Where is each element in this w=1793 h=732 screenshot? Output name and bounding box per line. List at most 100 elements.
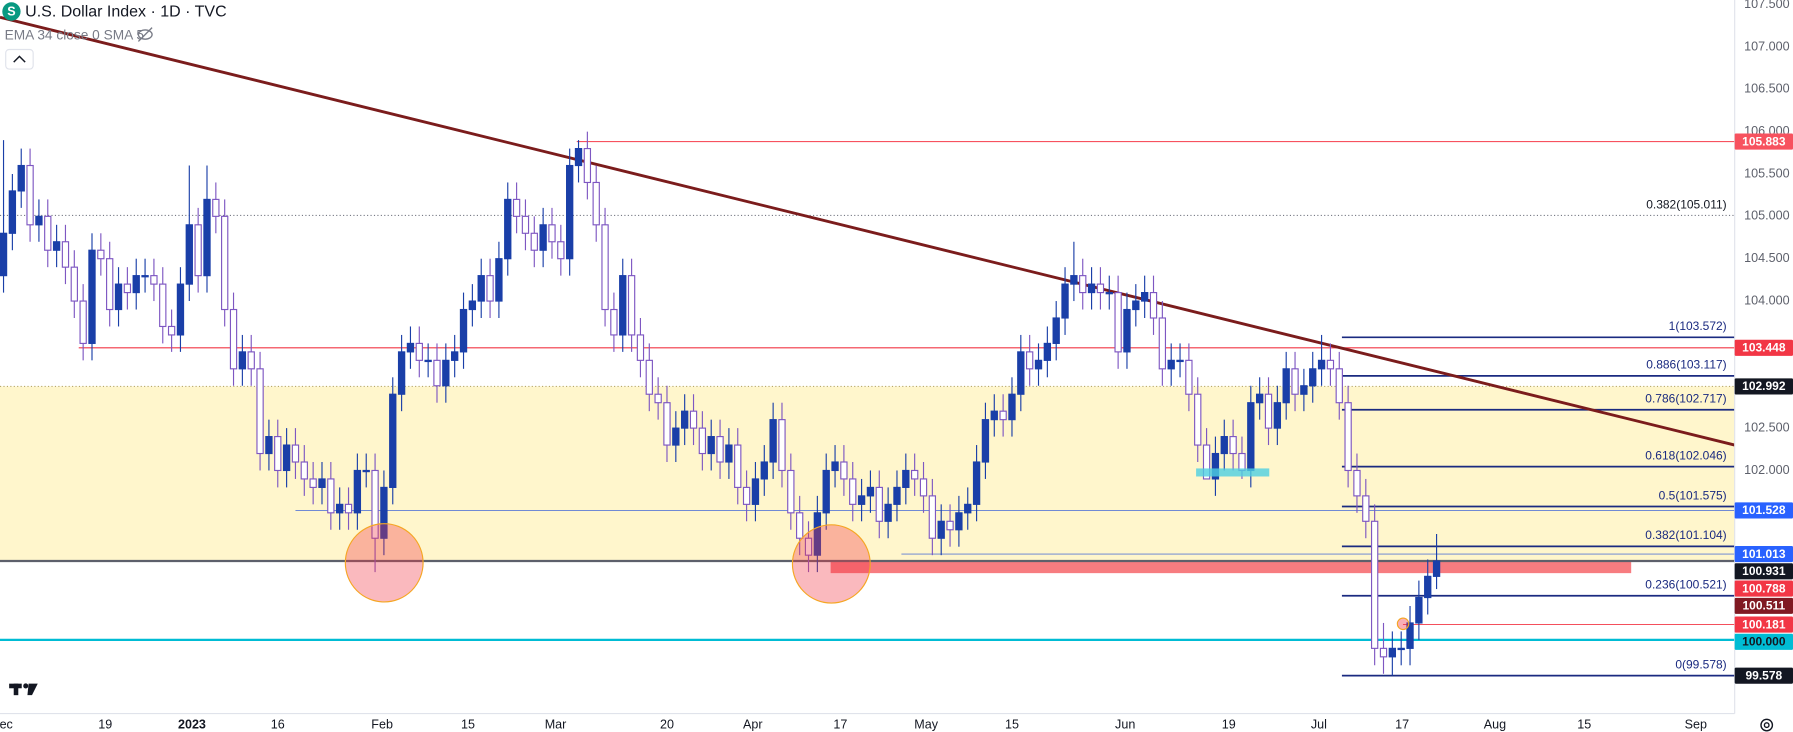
price-label-box: [1734, 563, 1793, 580]
price-label: 101.013: [1742, 547, 1786, 561]
price-label-box: [1734, 502, 1793, 519]
candle-body: [698, 427, 707, 455]
candle-body: [831, 461, 839, 472]
x-tick-label: 15: [461, 717, 475, 731]
candle-body: [1070, 275, 1078, 285]
candle-body: [97, 249, 105, 260]
candle-body: [1238, 452, 1246, 472]
candle-body: [1185, 359, 1193, 395]
price-label-box: [1734, 339, 1793, 356]
candle-body: [972, 461, 981, 505]
candle-body: [1017, 351, 1025, 395]
candle-body: [1282, 368, 1290, 404]
candle-body: [964, 503, 972, 514]
candle-body: [380, 486, 388, 539]
candle-body: [1317, 359, 1326, 370]
candle-body: [1079, 275, 1087, 294]
hide-icon[interactable]: [137, 27, 153, 42]
collapse-button[interactable]: [5, 48, 34, 70]
candle-body: [1052, 317, 1060, 344]
candle-body: [114, 283, 123, 311]
candle-body: [601, 224, 609, 311]
candle-body: [796, 512, 804, 539]
candle-body: [309, 478, 317, 488]
candle-body: [981, 419, 990, 463]
candle-body: [1344, 402, 1352, 472]
candle-body: [1397, 647, 1405, 651]
x-tick-label: Jul: [1311, 717, 1327, 731]
x-tick-label: 19: [98, 717, 112, 731]
candle-body: [893, 486, 901, 505]
settings-icon[interactable]: [1760, 718, 1774, 732]
candle-body: [1432, 560, 1441, 577]
y-tick-label: 107.000: [1744, 39, 1789, 53]
candle-body: [840, 461, 848, 480]
candle-body: [813, 512, 822, 556]
support-band: [1196, 468, 1270, 477]
candle-body: [1291, 368, 1299, 395]
candle-body: [70, 266, 78, 302]
candle-body: [689, 410, 698, 429]
candle-body: [1379, 647, 1388, 658]
fib-label: 0.5(101.575): [1659, 488, 1727, 502]
y-tick-label: 104.500: [1744, 251, 1789, 265]
y-tick-label: 105.000: [1744, 209, 1789, 223]
fib-label: 0(99.578): [1675, 657, 1726, 671]
candle-body: [88, 249, 96, 344]
x-tick-label: Sep: [1685, 717, 1707, 731]
candle-body: [8, 190, 17, 234]
candle-body: [645, 359, 653, 395]
candle-body: [627, 275, 636, 336]
candle-body: [1335, 368, 1343, 404]
zone: [0, 386, 1735, 562]
candle-body: [353, 469, 362, 514]
candle-body: [504, 198, 512, 260]
candle-body: [1273, 402, 1282, 429]
price-label: 99.578: [1745, 668, 1782, 682]
candle-body: [574, 148, 583, 167]
highlight-dot: [1396, 617, 1410, 631]
y-tick-label: 106.500: [1744, 82, 1789, 96]
x-tick-label: Apr: [743, 717, 763, 731]
candle-body: [106, 258, 114, 311]
candle-body: [433, 359, 441, 387]
candle-body: [442, 359, 450, 387]
x-tick-label: Mar: [545, 717, 567, 731]
candles-layer: [0, 131, 1441, 676]
candle-body: [141, 275, 149, 278]
candle-body: [362, 469, 370, 473]
candle-body: [336, 503, 344, 514]
candle-body: [1087, 283, 1096, 294]
tradingview-logo: [9, 683, 38, 696]
candle-body: [176, 283, 185, 336]
candle-body: [1370, 520, 1379, 649]
candle-body: [247, 351, 255, 370]
candle-body: [424, 359, 432, 363]
candle-body: [937, 520, 945, 539]
price-label-box: [1734, 667, 1793, 684]
candle-body: [1326, 359, 1335, 370]
price-label-box: [1734, 633, 1793, 650]
candle-body: [52, 241, 61, 251]
fib-label: 0.618(102.046): [1645, 448, 1726, 462]
candle-body: [769, 419, 777, 463]
x-tick-label: ec: [0, 717, 13, 731]
candle-body: [1123, 308, 1131, 353]
background-layer: [0, 15, 1736, 677]
candle-body: [884, 503, 892, 522]
y-tick-label: 107.500: [1744, 0, 1789, 11]
candle-body: [406, 342, 415, 353]
price-label: 100.511: [1742, 599, 1785, 613]
candle-body: [35, 215, 43, 226]
candle-body: [150, 275, 158, 285]
price-label: 100.000: [1742, 635, 1786, 649]
candle-body: [751, 478, 760, 505]
candle-body: [415, 342, 423, 361]
candle-body: [875, 486, 883, 522]
candle-body: [477, 275, 485, 302]
candle-body: [742, 486, 751, 505]
candle-body: [123, 283, 132, 294]
